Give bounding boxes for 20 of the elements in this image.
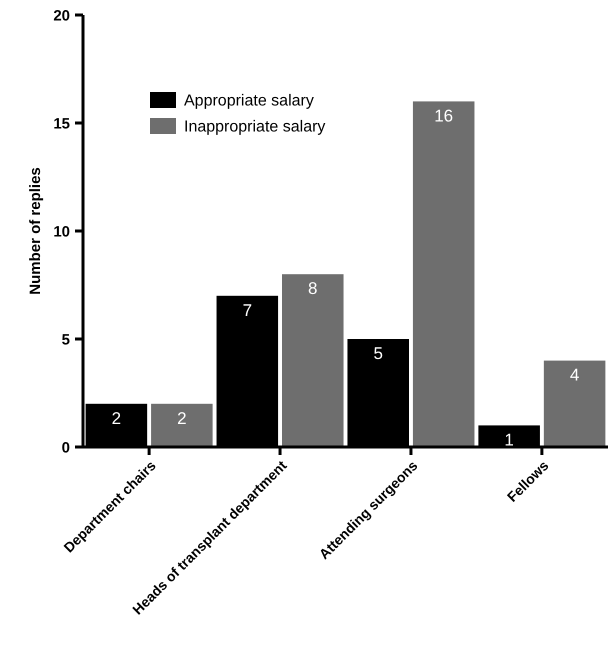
data-label: 5 [373,344,383,363]
y-axis-title: Number of replies [27,167,44,295]
data-label: 16 [434,106,454,126]
bar [282,274,344,447]
data-label: 2 [177,408,187,428]
y-tick-label: 15 [53,115,70,132]
data-label: 8 [308,279,318,298]
data-label: 1 [504,430,514,450]
bar [412,101,474,447]
y-tick-label: 20 [53,7,70,24]
legend-label: Inappropriate salary [184,118,326,136]
bar [151,404,213,447]
legend-label: Appropriate salary [184,92,314,110]
data-label: 7 [242,300,252,320]
y-tick-label: 10 [53,223,70,240]
data-label: 4 [570,366,580,385]
bar [544,360,606,447]
data-label: 2 [112,408,122,428]
y-tick-label: 0 [62,439,70,456]
y-tick-label: 5 [62,331,70,348]
